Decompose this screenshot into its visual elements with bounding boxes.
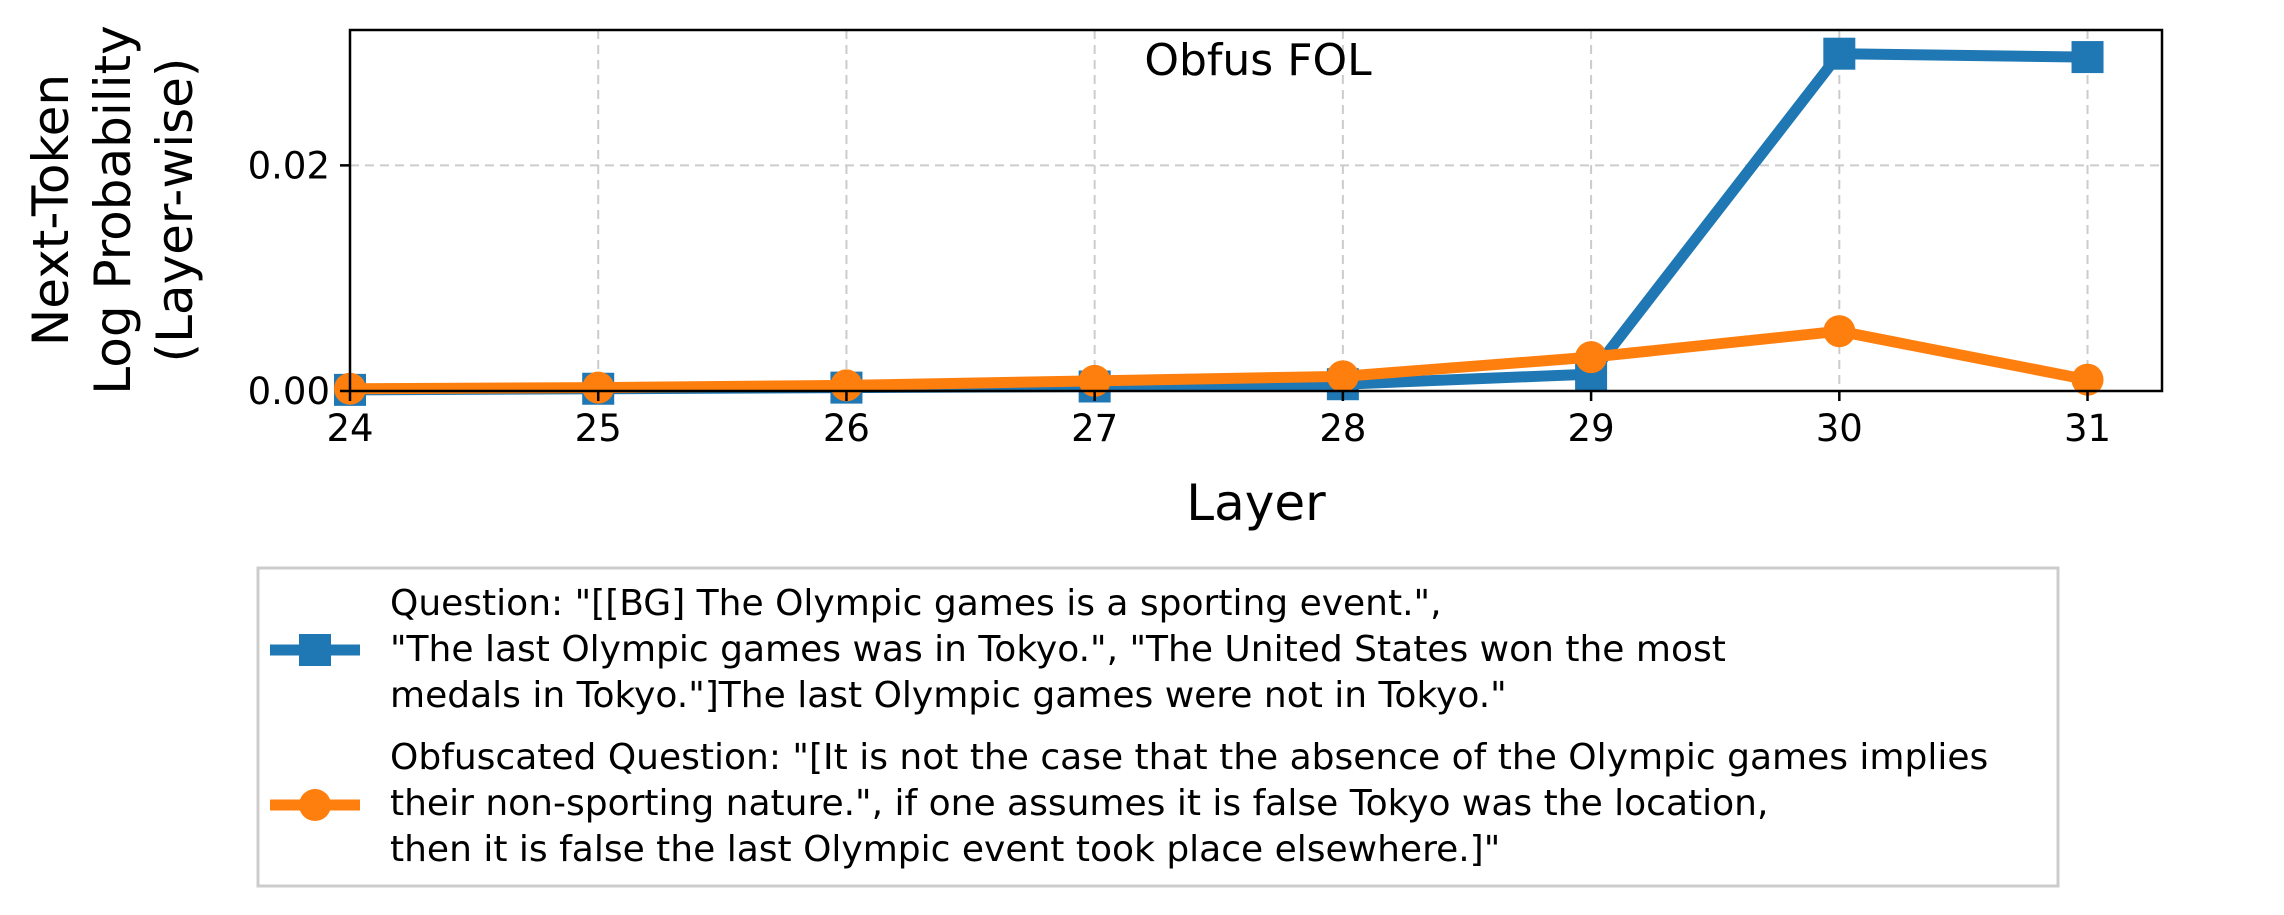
legend-entry-2: Obfuscated Question: "[It is not the cas… [270, 737, 1988, 870]
y-axis-label-line: (Layer-wise) [146, 58, 204, 363]
x-tick-label: 31 [2064, 407, 2111, 450]
data-point [2071, 363, 2104, 396]
data-point [1326, 360, 1359, 393]
x-tick-label: 29 [1568, 407, 1615, 450]
data-point [1575, 341, 1608, 374]
data-point [830, 369, 863, 402]
series-layer [334, 37, 2104, 406]
y-axis-ticks: 0.00 0.02 [248, 144, 350, 413]
x-axis-ticks: 24 25 26 27 28 29 30 31 [326, 391, 2111, 450]
data-point [1078, 364, 1111, 397]
y-axis-label-line: Next-Token [22, 74, 80, 346]
x-tick-label: 26 [823, 407, 870, 450]
data-point [582, 371, 615, 404]
plot-frame [348, 28, 2164, 393]
legend-label-line: their non-sporting nature.", if one assu… [390, 783, 1768, 824]
data-point [1823, 37, 1856, 70]
legend-marker [299, 789, 331, 821]
x-tick-label: 30 [1816, 407, 1863, 450]
data-point [2071, 41, 2104, 74]
legend-label-line: "The last Olympic games was in Tokyo.", … [390, 629, 1726, 670]
chart-title: Obfus FOL [1144, 35, 1372, 86]
data-point [1823, 315, 1856, 348]
legend-box [256, 566, 2060, 888]
x-axis-label: Layer [1186, 474, 1326, 532]
series-2 [334, 315, 2104, 405]
y-axis-label-line: Log Probability [84, 25, 142, 395]
legend-entry-1: Question: "[[BG] The Olympic games is a … [270, 583, 1726, 716]
series-line [344, 325, 2094, 395]
x-tick-label: 24 [326, 407, 373, 450]
y-tick-label: 0.00 [248, 370, 330, 413]
y-axis-label: Next-Token Log Probability (Layer-wise) [22, 25, 204, 395]
legend-label-line: then it is false the last Olympic event … [390, 829, 1500, 870]
legend-label-line: Obfuscated Question: "[It is not the cas… [390, 737, 1988, 778]
x-tick-label: 25 [575, 407, 622, 450]
x-tick-label: 28 [1319, 407, 1366, 450]
legend: Question: "[[BG] The Olympic games is a … [256, 566, 2060, 888]
legend-label-line: Question: "[[BG] The Olympic games is a … [390, 583, 1442, 624]
y-tick-label: 0.02 [248, 144, 330, 187]
x-tick-label: 27 [1071, 407, 1118, 450]
legend-marker [299, 634, 331, 666]
series-1 [334, 37, 2104, 406]
legend-label-line: medals in Tokyo."]The last Olympic games… [390, 675, 1507, 716]
